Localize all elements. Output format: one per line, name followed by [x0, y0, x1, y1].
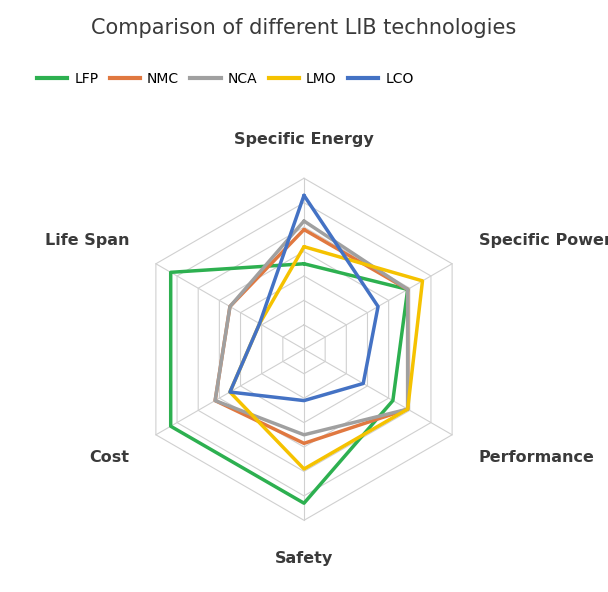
Text: Comparison of different LIB technologies: Comparison of different LIB technologies — [91, 18, 517, 38]
Legend: LFP, NMC, NCA, LMO, LCO: LFP, NMC, NCA, LMO, LCO — [31, 66, 419, 91]
Text: Life Span: Life Span — [45, 233, 130, 249]
Text: Specific Power: Specific Power — [478, 233, 608, 249]
Text: Safety: Safety — [275, 551, 333, 566]
Text: Cost: Cost — [89, 450, 130, 465]
Text: Specific Energy: Specific Energy — [234, 133, 374, 147]
Text: Performance: Performance — [478, 450, 595, 465]
